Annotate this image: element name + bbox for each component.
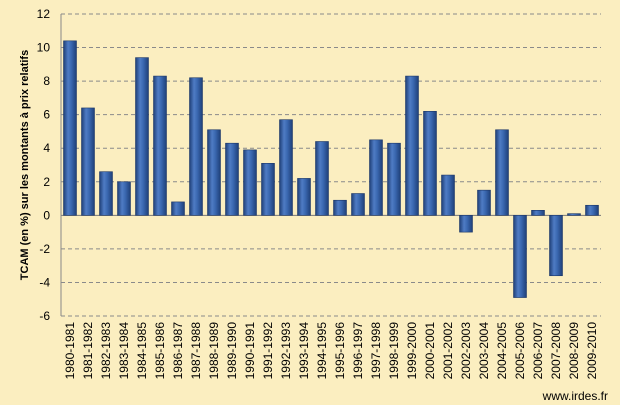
- x-tick-label: 1985-1986: [153, 322, 167, 380]
- y-tick-label: -2: [39, 242, 50, 256]
- bar: [369, 139, 383, 216]
- bar: [81, 107, 95, 216]
- source-credit: www.irdes.fr: [542, 389, 608, 403]
- y-tick-label: 0: [43, 208, 50, 222]
- x-tick-label: 1995-1996: [333, 322, 347, 380]
- y-tick-labels: 12 10 8 6 4 2 0 -2 -4 -6: [37, 7, 51, 323]
- x-tick-label: 2004-2005: [495, 322, 509, 380]
- bar: [513, 215, 527, 298]
- x-tick-label: 2008-2009: [567, 322, 581, 380]
- x-tick-label: 1990-1991: [243, 322, 257, 380]
- x-tick-label: 1989-1990: [225, 322, 239, 380]
- x-tick-label: 1991-1992: [261, 322, 275, 380]
- x-tick-label: 1983-1984: [117, 322, 131, 380]
- bars: [63, 40, 599, 298]
- x-tick-label: 1992-1993: [279, 322, 293, 380]
- y-tick-label: 10: [37, 41, 51, 55]
- x-tick-label: 1998-1999: [387, 322, 401, 380]
- bar: [351, 193, 365, 216]
- bar: [297, 178, 311, 216]
- x-tick-labels: 1980-1981 1981-1982 1982-1983 1983-1984 1984…: [63, 322, 599, 380]
- x-tick-label: 1982-1983: [99, 322, 113, 380]
- x-tick-label: 2001-2002: [441, 322, 455, 380]
- bar: [63, 40, 77, 216]
- y-tick-label: -6: [39, 309, 50, 323]
- bar: [99, 171, 113, 216]
- bar: [225, 142, 239, 216]
- x-tick-label: 1999-2000: [405, 322, 419, 380]
- y-tick-label: -4: [39, 275, 50, 289]
- x-tick-label: 2002-2003: [459, 322, 473, 380]
- bar: [585, 204, 599, 216]
- x-tick-label: 2000-2001: [423, 322, 437, 380]
- x-tick-label: 1987-1988: [189, 322, 203, 380]
- y-axis-label: TCAM (en %) sur les montants à prix rela…: [19, 50, 31, 280]
- bar: [495, 129, 509, 216]
- bar: [423, 111, 437, 216]
- bar: [333, 199, 347, 216]
- bar: [441, 174, 455, 216]
- bar: [279, 119, 293, 216]
- bar: [405, 75, 419, 216]
- y-tick-label: 2: [43, 175, 50, 189]
- gridlines: [61, 13, 601, 317]
- bar: [549, 215, 563, 277]
- x-tick-label: 1988-1989: [207, 322, 221, 380]
- y-tick-label: 12: [37, 7, 51, 21]
- bar: [477, 189, 491, 216]
- x-tick-label: 2007-2008: [549, 322, 563, 380]
- bar: [243, 149, 257, 216]
- x-tick-label: 1994-1995: [315, 322, 329, 380]
- x-tick-label: 1984-1985: [135, 322, 149, 380]
- bar: [459, 215, 473, 233]
- bar: [531, 210, 545, 216]
- y-tick-label: 6: [43, 108, 50, 122]
- bar: [387, 142, 401, 216]
- bar: [567, 213, 581, 216]
- bar: [207, 129, 221, 216]
- x-tick-label: 1981-1982: [81, 322, 95, 380]
- x-tick-label: 1986-1987: [171, 322, 185, 380]
- bar: [171, 201, 185, 216]
- bar: [117, 181, 131, 216]
- x-tick-label: 2009-2010: [585, 322, 599, 380]
- x-tick-label: 2006-2007: [531, 322, 545, 380]
- bar: [189, 77, 203, 216]
- x-tick-label: 1980-1981: [63, 322, 77, 380]
- y-tick-label: 8: [43, 74, 50, 88]
- bar: [261, 163, 275, 216]
- bar: [135, 57, 149, 216]
- y-tick-label: 4: [43, 141, 50, 155]
- x-tick-label: 2003-2004: [477, 322, 491, 380]
- x-tick-label: 1993-1994: [297, 322, 311, 380]
- bar: [315, 141, 329, 216]
- x-tick-label: 1996-1997: [351, 322, 365, 380]
- x-tick-label: 1997-1998: [369, 322, 383, 380]
- x-tick-label: 2005-2006: [513, 322, 527, 380]
- bar: [153, 75, 167, 216]
